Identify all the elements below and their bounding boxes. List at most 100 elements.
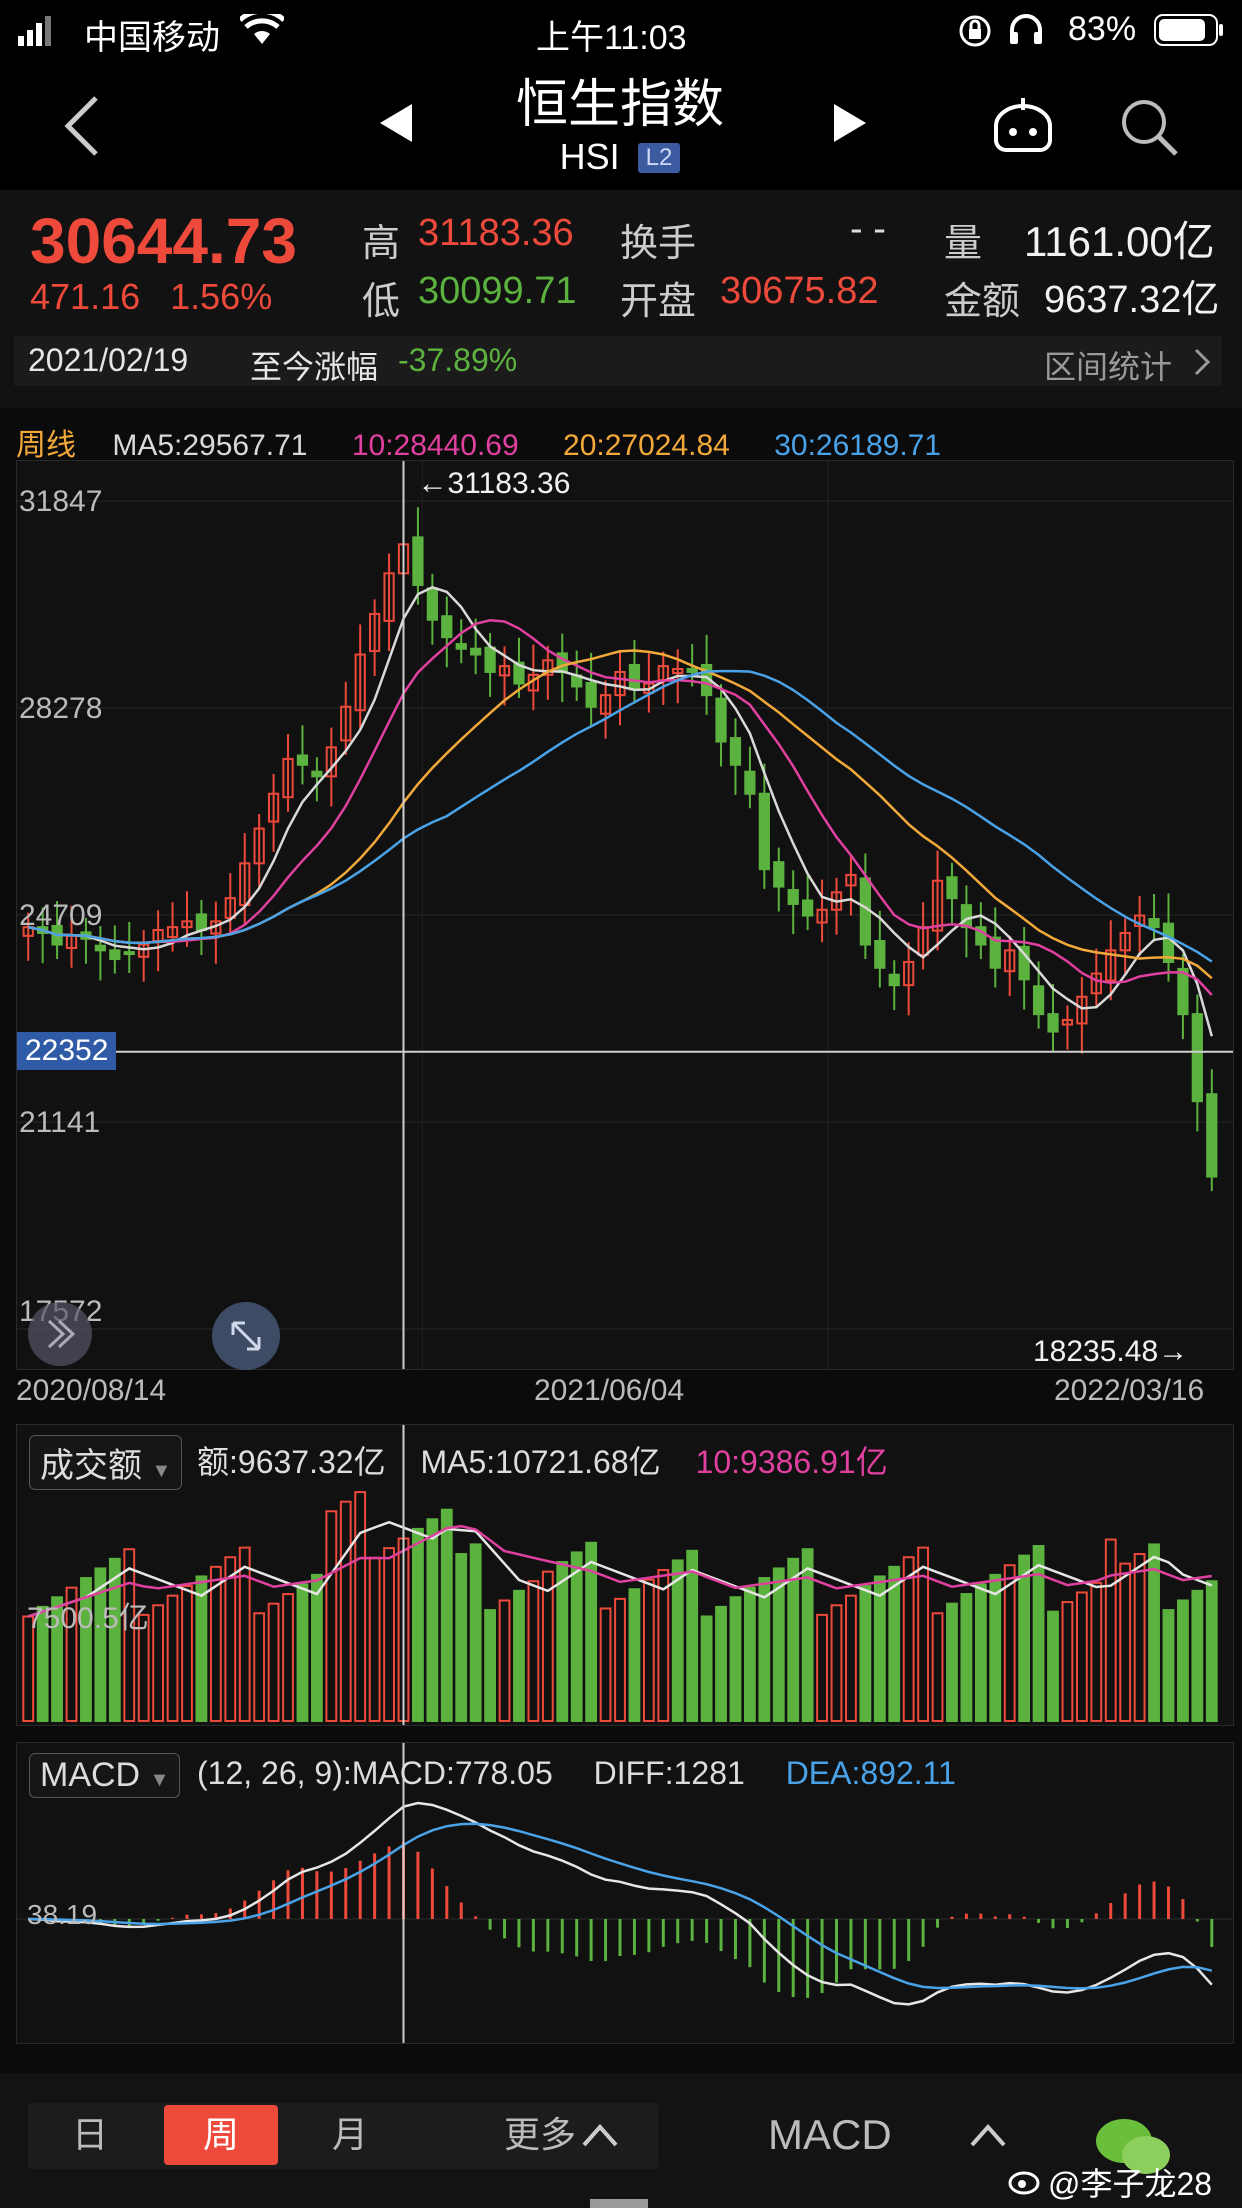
volume-bar: [267, 1602, 280, 1722]
candlestick-svg: 3184728278247092114117572 ←31183.36 1823…: [17, 461, 1233, 1369]
weibo-icon: [1008, 2171, 1040, 2195]
candle-down: [628, 663, 641, 691]
chevron-up-icon[interactable]: [582, 2123, 618, 2147]
volume-bar: [1090, 1581, 1103, 1722]
candlestick-chart[interactable]: 3184728278247092114117572 ←31183.36 1823…: [16, 460, 1234, 1370]
volume-bar: [671, 1559, 684, 1722]
tab-more[interactable]: 更多: [503, 2114, 576, 2155]
turnover-value: - -: [850, 208, 886, 250]
candle-down: [888, 973, 900, 987]
candle-up: [1105, 949, 1117, 982]
candle-up: [369, 612, 381, 653]
volume-bar: [253, 1612, 266, 1722]
candle-down: [195, 913, 208, 932]
volume-bar: [642, 1578, 655, 1722]
carrier-label: 中国移动: [84, 19, 220, 57]
candle-down: [441, 615, 453, 639]
period-tabs: [28, 2103, 658, 2169]
macd-svg: [17, 1743, 1233, 2043]
volume-bar: [296, 1583, 309, 1722]
volume-bar: [1191, 1589, 1204, 1722]
range-start-date: 2021/02/19: [28, 342, 189, 378]
candle-down: [426, 587, 438, 621]
tab-day[interactable]: 日: [71, 2114, 108, 2155]
candle-down: [123, 951, 135, 956]
volume-bar: [80, 1577, 92, 1722]
macd-selector[interactable]: MACD ▼: [29, 1753, 181, 1798]
candle-up: [253, 827, 265, 865]
ma5-line: [27, 585, 1214, 1037]
candle-up: [1076, 995, 1088, 1025]
candle-down: [1177, 967, 1189, 1016]
candle-down: [1206, 1093, 1218, 1178]
back-icon[interactable]: [62, 94, 102, 158]
volume-bar: [960, 1593, 973, 1723]
volume-bar: [152, 1604, 165, 1722]
candle-down: [729, 737, 742, 766]
volume-bar: [51, 1596, 63, 1722]
range-change-label: 至今涨幅: [250, 349, 379, 385]
volume-bar: [816, 1613, 828, 1723]
candle-down: [1018, 945, 1030, 981]
volume-bar: [310, 1573, 323, 1722]
next-index-icon[interactable]: [832, 102, 868, 144]
search-icon[interactable]: [1120, 98, 1178, 156]
candle-down: [989, 936, 1001, 969]
volume-bar: [412, 1527, 424, 1722]
volume-bar: [94, 1567, 107, 1722]
volume-bar: [1032, 1545, 1045, 1722]
candle-up: [166, 926, 179, 939]
candle-up: [1061, 1018, 1074, 1026]
candle-down: [1032, 985, 1045, 1016]
volume-bar: [931, 1612, 944, 1722]
candle-up: [1119, 931, 1131, 952]
macd-dea: DEA:892.11: [785, 1755, 956, 1791]
clock: 上午11:03: [536, 19, 687, 57]
low-label: 低: [362, 281, 401, 323]
volume-panel[interactable]: 成交额 ▼ 额:9637.32亿 MA5:10721.68亿 10:9386.9…: [16, 1424, 1234, 1726]
tab-month[interactable]: 月: [331, 2114, 368, 2155]
range-change-row[interactable]: 2021/02/19 至今涨幅 -37.89% 区间统计: [14, 336, 1222, 386]
candle-down: [802, 899, 814, 917]
tab-week[interactable]: 周: [164, 2105, 278, 2165]
signal-icon: [18, 16, 51, 46]
candle-down: [109, 949, 121, 961]
volume-bar: [368, 1556, 381, 1722]
wifi-icon: [240, 14, 284, 44]
volume-amount: 额:9637.32亿: [197, 1444, 386, 1480]
volume-bar: [282, 1593, 294, 1723]
volume-bar: [383, 1547, 395, 1722]
ma5-value: MA5:29567.71: [112, 429, 308, 462]
volume-label: 量: [944, 223, 983, 265]
robot-assistant-icon[interactable]: [990, 96, 1056, 154]
candle-up: [267, 792, 280, 823]
volume-selector[interactable]: 成交额 ▼: [29, 1435, 183, 1490]
high-value: 31183.36: [418, 212, 574, 254]
candle-down: [946, 876, 958, 900]
expand-icon[interactable]: [211, 1301, 281, 1371]
chevron-up-icon[interactable]: [970, 2123, 1006, 2147]
rotation-lock-icon: [959, 15, 991, 47]
volume-bar: [36, 1605, 49, 1722]
volume-bar: [743, 1586, 756, 1722]
wechat-logo-icon: [1096, 2119, 1170, 2174]
prev-index-icon[interactable]: [378, 102, 414, 144]
macd-panel[interactable]: MACD ▼ (12, 26, 9):MACD:778.05 DIFF:1281…: [16, 1742, 1234, 2044]
volume-bar: [1018, 1554, 1031, 1722]
level2-badge: L2: [637, 143, 681, 173]
volume-bar: [426, 1518, 439, 1722]
interval-stats-link[interactable]: 区间统计: [1044, 349, 1173, 385]
indicator-selector[interactable]: MACD: [768, 2111, 892, 2158]
candle-down: [94, 944, 107, 952]
diff-line: [28, 1801, 1213, 2006]
volume-bar: [599, 1607, 612, 1723]
candle-down: [1148, 918, 1160, 929]
amount-value: 9637.32亿: [1044, 279, 1220, 321]
candle-up: [181, 920, 193, 929]
candle-up: [599, 694, 612, 715]
battery-icon: [1154, 14, 1223, 46]
ma-legend: 周线 MA5:29567.71 10:28440.69 20:27024.84 …: [16, 420, 941, 464]
scroll-left-icon[interactable]: [27, 1301, 93, 1367]
candle-up: [282, 757, 294, 799]
volume-bar: [195, 1575, 208, 1722]
